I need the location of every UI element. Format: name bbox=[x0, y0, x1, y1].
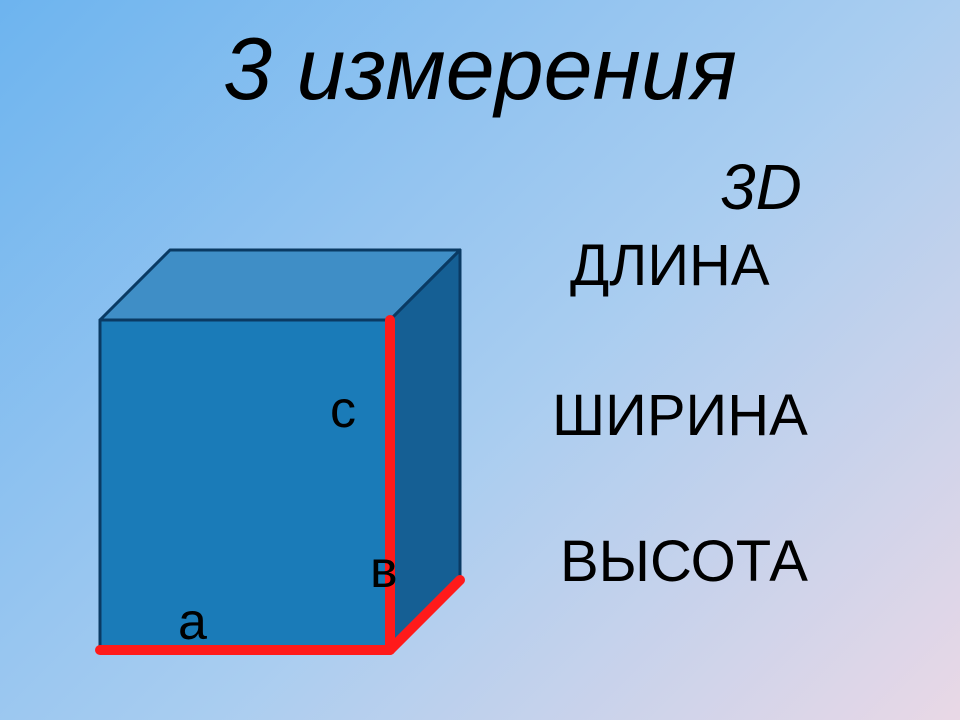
slide-title: 3 измерения bbox=[0, 18, 960, 120]
dimension-label-height: ВЫСОТА bbox=[560, 528, 808, 595]
edge-label-c: с bbox=[330, 380, 356, 440]
slide-subtitle-3d: 3D bbox=[720, 150, 802, 224]
dimension-label-length: ДЛИНА bbox=[570, 232, 770, 299]
dimension-label-width: ШИРИНА bbox=[552, 382, 808, 449]
cube-face-front bbox=[100, 320, 390, 650]
cube-diagram bbox=[40, 190, 510, 700]
slide-stage: 3 измерения 3D ДЛИНА ШИРИНА ВЫСОТА а в с bbox=[0, 0, 960, 720]
edge-label-b: в bbox=[370, 540, 398, 600]
edge-label-a: а bbox=[178, 592, 207, 652]
